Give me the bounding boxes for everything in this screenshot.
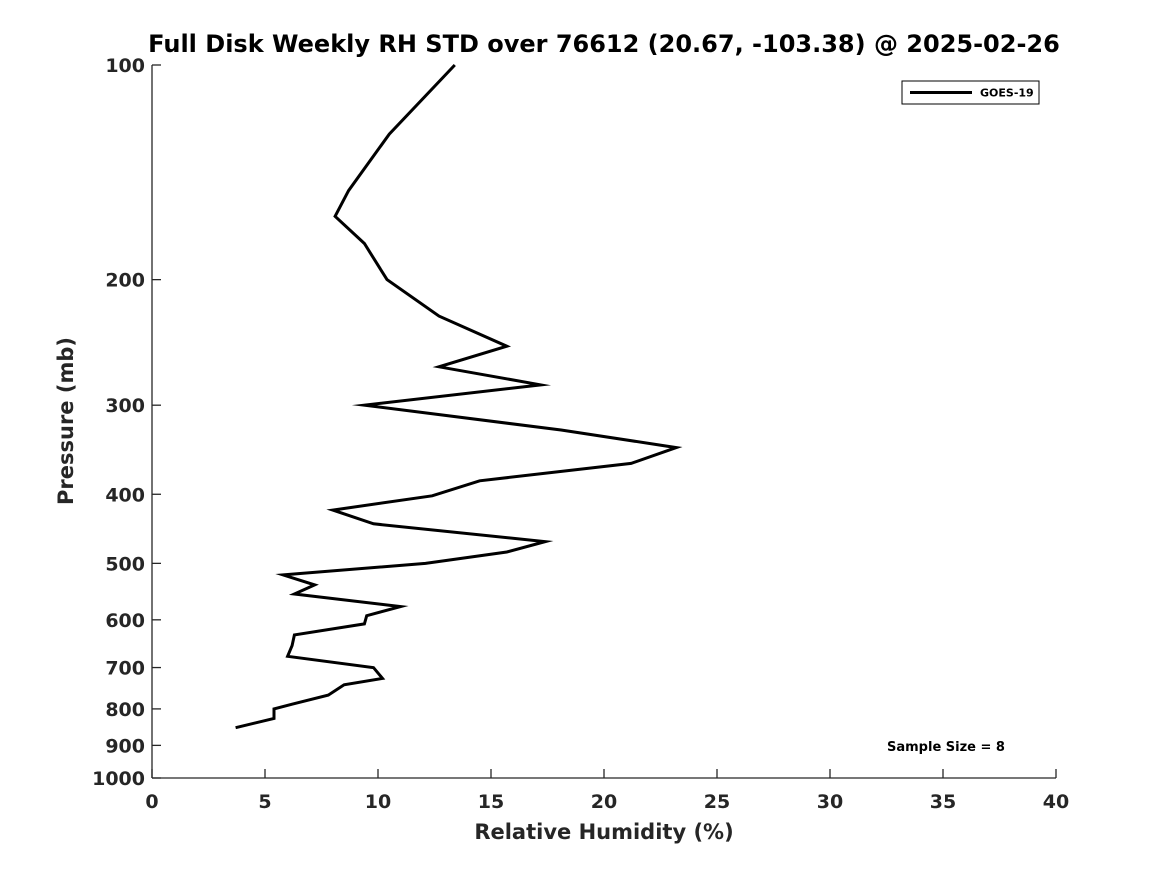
y-tick-label: 600 [105, 610, 145, 632]
y-tick-label: 800 [105, 699, 145, 721]
y-tick-label: 200 [105, 270, 145, 292]
x-tick-label: 10 [365, 791, 391, 813]
y-tick-label: 700 [105, 658, 145, 680]
y-tick-label: 900 [105, 735, 145, 757]
x-tick-label: 25 [704, 791, 730, 813]
plot-area [235, 63, 683, 730]
sample-size-note: Sample Size = 8 [887, 740, 1005, 755]
y-tick-label: 500 [105, 553, 145, 575]
x-axis-label: Relative Humidity (%) [474, 820, 733, 844]
x-tick-label: 0 [145, 791, 158, 813]
y-tick-label: 400 [105, 484, 145, 506]
legend: GOES-19 [901, 80, 1040, 105]
x-tick-label: 40 [1043, 791, 1069, 813]
axes: 0 5 10 15 20 25 30 35 40 100 200 300 400 500 600 700 800… [92, 55, 1069, 813]
y-tick-label: 100 [105, 55, 145, 77]
x-tick-label: 35 [930, 791, 956, 813]
y-tick-label: 1000 [92, 768, 145, 790]
x-tick-label: 15 [478, 791, 504, 813]
x-tick-label: 30 [817, 791, 843, 813]
y-tick-label: 300 [105, 395, 145, 417]
chart-title: Full Disk Weekly RH STD over 76612 (20.6… [148, 30, 1060, 58]
legend-label-goes-19: GOES-19 [980, 87, 1034, 100]
y-axis-label: Pressure (mb) [54, 337, 78, 505]
series-line-goes-19 [235, 63, 683, 730]
x-tick-label: 20 [591, 791, 617, 813]
x-tick-label: 5 [258, 791, 271, 813]
